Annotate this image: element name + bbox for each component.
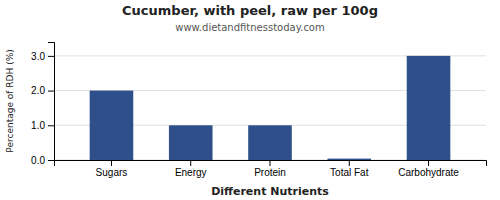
- y-tick-mark: [48, 125, 54, 126]
- bar: [407, 56, 451, 160]
- x-tick-mark: [349, 160, 350, 166]
- bar: [327, 159, 371, 160]
- y-tick: 0.0: [31, 155, 54, 166]
- x-tick: Carbohydrate: [398, 160, 459, 178]
- x-tick: Energy: [175, 160, 207, 178]
- y-tick: 2.0: [31, 85, 54, 96]
- x-axis: Sugars Energy Protein Total Fat Carbohydrate: [55, 160, 487, 178]
- y-axis-title: Percentage of RDH (%): [5, 49, 15, 152]
- y-axis-line: [48, 43, 55, 161]
- chart-container: Sugars Energy Protein Total Fat Carbohydrate…: [0, 0, 500, 200]
- bar: [90, 91, 134, 160]
- y-axis: 0.0 1.0 2.0 3.0: [31, 43, 54, 166]
- y-tick-label: 2.0: [31, 85, 45, 96]
- x-tick-mark: [190, 160, 191, 166]
- y-tick-label: 1.0: [31, 120, 45, 131]
- y-tick: 1.0: [31, 120, 54, 131]
- x-tick-mark: [428, 160, 429, 166]
- x-tick: Protein: [254, 160, 286, 178]
- plot-area: [90, 56, 451, 160]
- x-axis-title: Different Nutrients: [211, 185, 329, 198]
- y-tick-label: 0.0: [31, 155, 45, 166]
- y-tick-mark: [48, 160, 54, 161]
- x-tick-label: Energy: [175, 167, 207, 178]
- x-tick-label: Protein: [254, 167, 286, 178]
- bar: [248, 125, 292, 160]
- x-tick-mark: [270, 160, 271, 166]
- subtitle: www.dietandfitnesstoday.com: [175, 22, 324, 33]
- x-axis-line: [55, 161, 487, 167]
- x-tick-mark: [111, 160, 112, 166]
- x-tick-label: Total Fat: [330, 167, 369, 178]
- x-tick: Total Fat: [330, 160, 369, 178]
- title: Cucumber, with peel, raw per 100g: [122, 3, 378, 18]
- y-tick-label: 3.0: [31, 51, 45, 62]
- x-tick: Sugars: [96, 160, 128, 178]
- y-tick: 3.0: [31, 51, 54, 62]
- chart-svg: Sugars Energy Protein Total Fat Carbohydrate…: [0, 0, 500, 200]
- y-tick-mark: [48, 91, 54, 92]
- x-tick-label: Sugars: [96, 167, 128, 178]
- bar: [169, 125, 213, 160]
- grid: [54, 56, 486, 160]
- x-tick-label: Carbohydrate: [398, 167, 459, 178]
- y-tick-mark: [48, 56, 54, 57]
